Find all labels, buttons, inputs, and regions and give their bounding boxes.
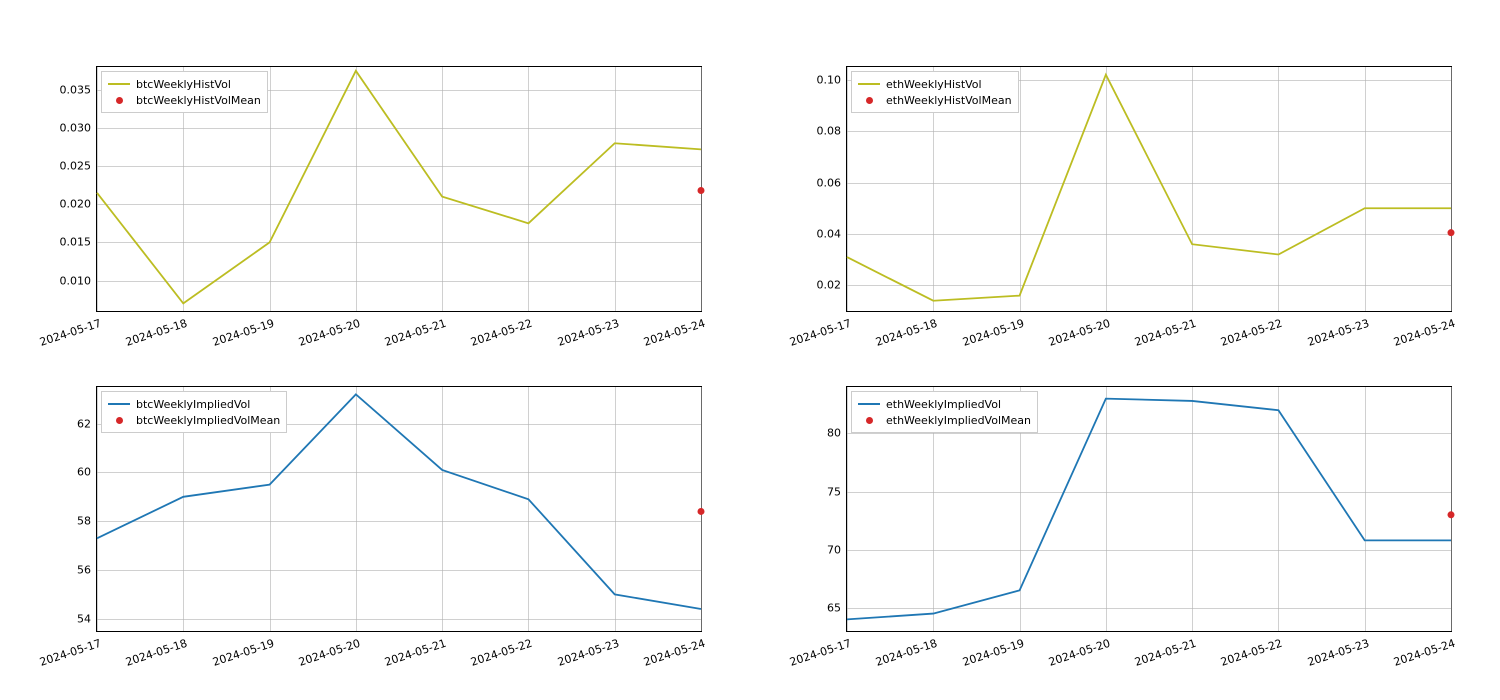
legend-line-swatch (858, 83, 880, 85)
xtick-label: 2024-05-17 (786, 631, 853, 669)
xtick-label: 2024-05-23 (1304, 631, 1371, 669)
xtick-label: 2024-05-21 (381, 311, 448, 349)
legend-dot-swatch (858, 417, 880, 424)
xtick-label: 2024-05-22 (468, 311, 535, 349)
xtick-label: 2024-05-17 (786, 311, 853, 349)
legend-item-mean: ethWeeklyHistVolMean (858, 92, 1012, 108)
gridline-v (1451, 67, 1452, 311)
legend-mean-label: btcWeeklyImpliedVolMean (136, 414, 280, 427)
xtick-label: 2024-05-21 (1131, 631, 1198, 669)
ytick-label: 0.04 (817, 227, 848, 240)
xtick-label: 2024-05-17 (36, 311, 103, 349)
legend: ethWeeklyImpliedVol ethWeeklyImpliedVolMe… (851, 391, 1038, 433)
panel-btc-implied: 54565860622024-05-172024-05-182024-05-19… (40, 380, 710, 640)
ytick-label: 58 (77, 515, 97, 528)
legend-item-mean: btcWeeklyHistVolMean (108, 92, 261, 108)
xtick-label: 2024-05-24 (1390, 311, 1457, 349)
xtick-label: 2024-05-18 (872, 311, 939, 349)
mean-marker (698, 508, 705, 515)
legend-item-line: btcWeeklyImpliedVol (108, 396, 280, 412)
xtick-label: 2024-05-22 (468, 631, 535, 669)
legend-line-label: ethWeeklyImpliedVol (886, 398, 1001, 411)
legend-item-line: ethWeeklyImpliedVol (858, 396, 1031, 412)
ytick-label: 0.02 (817, 279, 848, 292)
xtick-label: 2024-05-24 (640, 631, 707, 669)
legend-dot-swatch (108, 97, 130, 104)
plot-area: 0.020.040.060.080.102024-05-172024-05-18… (846, 66, 1452, 312)
ytick-label: 0.015 (60, 236, 98, 249)
ytick-label: 80 (827, 427, 847, 440)
legend: ethWeeklyHistVol ethWeeklyHistVolMean (851, 71, 1019, 113)
legend: btcWeeklyHistVol btcWeeklyHistVolMean (101, 71, 268, 113)
legend-line-swatch (108, 83, 130, 85)
gridline-v (1451, 387, 1452, 631)
xtick-label: 2024-05-22 (1218, 631, 1285, 669)
legend-item-line: ethWeeklyHistVol (858, 76, 1012, 92)
mean-marker (1448, 511, 1455, 518)
mean-marker (698, 187, 705, 194)
legend-mean-label: btcWeeklyHistVolMean (136, 94, 261, 107)
xtick-label: 2024-05-24 (1390, 631, 1457, 669)
xtick-label: 2024-05-21 (1131, 311, 1198, 349)
xtick-label: 2024-05-19 (959, 631, 1026, 669)
xtick-label: 2024-05-22 (1218, 311, 1285, 349)
xtick-label: 2024-05-18 (122, 631, 189, 669)
ytick-label: 0.020 (60, 198, 98, 211)
ytick-label: 0.025 (60, 160, 98, 173)
legend-item-mean: btcWeeklyImpliedVolMean (108, 412, 280, 428)
ytick-label: 54 (77, 612, 97, 625)
ytick-label: 0.08 (817, 125, 848, 138)
ytick-label: 0.010 (60, 274, 98, 287)
panel-eth-hist: 0.020.040.060.080.102024-05-172024-05-18… (790, 60, 1460, 320)
legend-mean-label: ethWeeklyImpliedVolMean (886, 414, 1031, 427)
legend-dot-swatch (108, 417, 130, 424)
ytick-label: 75 (827, 485, 847, 498)
xtick-label: 2024-05-20 (1045, 631, 1112, 669)
legend: btcWeeklyImpliedVol btcWeeklyImpliedVolMe… (101, 391, 287, 433)
xtick-label: 2024-05-20 (1045, 311, 1112, 349)
ytick-label: 0.10 (817, 73, 848, 86)
plot-area: 54565860622024-05-172024-05-182024-05-19… (96, 386, 702, 632)
legend-line-label: btcWeeklyHistVol (136, 78, 231, 91)
panel-btc-hist: 0.0100.0150.0200.0250.0300.0352024-05-17… (40, 60, 710, 320)
ytick-label: 0.035 (60, 83, 98, 96)
legend-item-line: btcWeeklyHistVol (108, 76, 261, 92)
xtick-label: 2024-05-23 (554, 631, 621, 669)
ytick-label: 70 (827, 543, 847, 556)
mean-marker (1448, 229, 1455, 236)
ytick-label: 56 (77, 564, 97, 577)
ytick-label: 65 (827, 601, 847, 614)
xtick-label: 2024-05-17 (36, 631, 103, 669)
ytick-label: 0.030 (60, 122, 98, 135)
panel-eth-implied: 657075802024-05-172024-05-182024-05-1920… (790, 380, 1460, 640)
xtick-label: 2024-05-21 (381, 631, 448, 669)
plot-area: 0.0100.0150.0200.0250.0300.0352024-05-17… (96, 66, 702, 312)
xtick-label: 2024-05-23 (554, 311, 621, 349)
xtick-label: 2024-05-18 (872, 631, 939, 669)
ytick-label: 0.06 (817, 176, 848, 189)
legend-mean-label: ethWeeklyHistVolMean (886, 94, 1012, 107)
legend-line-label: ethWeeklyHistVol (886, 78, 982, 91)
ytick-label: 62 (77, 417, 97, 430)
xtick-label: 2024-05-23 (1304, 311, 1371, 349)
xtick-label: 2024-05-20 (295, 631, 362, 669)
figure: 0.010 0.015 0.020 0.025 0.030 0.035 2024-05-17… (0, 0, 1500, 700)
plot-area: 657075802024-05-172024-05-182024-05-1920… (846, 386, 1452, 632)
xtick-label: 2024-05-24 (640, 311, 707, 349)
xtick-label: 2024-05-19 (209, 311, 276, 349)
ytick-label: 60 (77, 466, 97, 479)
legend-line-swatch (858, 403, 880, 405)
legend-line-label: btcWeeklyImpliedVol (136, 398, 250, 411)
xtick-label: 2024-05-20 (295, 311, 362, 349)
legend-item-mean: ethWeeklyImpliedVolMean (858, 412, 1031, 428)
xtick-label: 2024-05-19 (959, 311, 1026, 349)
xtick-label: 2024-05-18 (122, 311, 189, 349)
legend-line-swatch (108, 403, 130, 405)
xtick-label: 2024-05-19 (209, 631, 276, 669)
legend-dot-swatch (858, 97, 880, 104)
